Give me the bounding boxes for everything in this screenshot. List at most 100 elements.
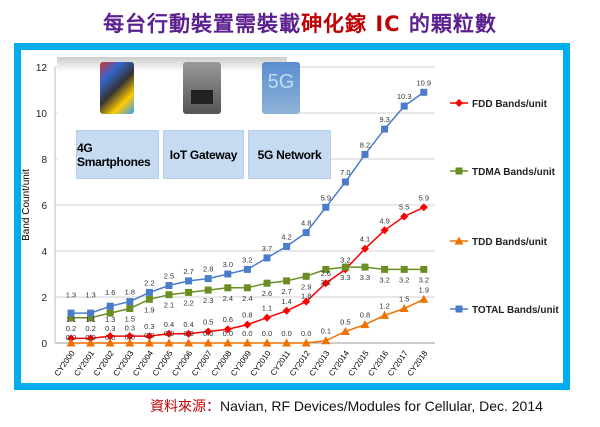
legend-marker <box>455 99 463 107</box>
data-point <box>400 102 408 110</box>
data-point <box>87 309 95 317</box>
data-point <box>126 298 134 306</box>
data-point <box>224 284 232 292</box>
data-label: 1.5 <box>125 315 135 324</box>
data-label: 0.0 <box>281 329 291 338</box>
data-point <box>301 338 311 347</box>
router-body <box>191 90 213 104</box>
data-point <box>223 338 233 347</box>
data-label: 3.2 <box>340 255 350 264</box>
legend-marker <box>454 236 464 245</box>
data-label: 0.0 <box>164 329 174 338</box>
data-point <box>106 309 114 317</box>
data-label: 1.3 <box>105 315 115 324</box>
data-label: 0.8 <box>242 311 252 320</box>
data-label: 0.0 <box>66 333 76 342</box>
data-label: 0.0 <box>183 329 193 338</box>
data-point <box>223 325 232 334</box>
data-label: 2.1 <box>164 301 174 310</box>
y-tick-label: 10 <box>36 109 48 120</box>
data-label: 4.8 <box>301 219 311 228</box>
y-tick-label: 8 <box>41 155 47 166</box>
data-point <box>380 310 390 319</box>
data-point <box>165 329 173 338</box>
data-label: 3.2 <box>399 275 409 284</box>
title-part-3: 的顆粒數 <box>400 12 497 36</box>
data-label: 9.3 <box>379 115 389 124</box>
5g-badge: 5G <box>267 71 295 93</box>
data-label: 8.2 <box>360 140 370 149</box>
smartphones-image <box>100 62 134 114</box>
data-label: 7.0 <box>340 168 350 177</box>
data-point <box>263 313 271 322</box>
data-label: 0.3 <box>105 324 115 333</box>
page-title: 每台行動裝置需裝載砷化鎵 IC 的顆粒數 <box>0 8 600 38</box>
data-label: 3.2 <box>419 275 429 284</box>
data-label: 5.9 <box>419 193 429 202</box>
data-label: 5.9 <box>321 193 331 202</box>
legend-label: FDD Bands/unit <box>472 99 548 110</box>
data-point <box>86 334 95 343</box>
x-tick-label: CY2018 <box>405 349 429 378</box>
data-label: 3.2 <box>321 278 331 287</box>
data-label: 1.5 <box>399 295 409 304</box>
data-label: 0.0 <box>125 333 135 342</box>
data-label: 0.0 <box>85 333 95 342</box>
data-label: 0.0 <box>242 329 252 338</box>
data-point <box>400 212 409 221</box>
data-point <box>400 265 408 273</box>
data-point <box>321 336 331 345</box>
y-axis-label: Band Count/unit <box>21 169 32 241</box>
y-tick-label: 12 <box>36 63 48 74</box>
y-tick-label: 0 <box>41 339 47 350</box>
data-point <box>106 302 114 310</box>
5g-tower-image: 5G <box>262 62 300 114</box>
data-point <box>341 178 349 186</box>
data-point <box>184 338 194 347</box>
data-point <box>67 309 75 317</box>
data-label: 2.6 <box>262 289 272 298</box>
data-label: 0.0 <box>203 329 213 338</box>
data-point <box>420 88 428 96</box>
data-point <box>242 338 252 347</box>
data-label: 1.8 <box>125 288 135 297</box>
data-point <box>361 244 369 253</box>
data-label: 0.0 <box>144 331 154 340</box>
data-label: 0.0 <box>301 329 311 338</box>
data-label: 1.3 <box>85 290 95 299</box>
data-point <box>243 320 252 329</box>
data-label: 1.3 <box>66 290 76 299</box>
data-point <box>381 265 389 273</box>
data-label: 2.2 <box>144 278 154 287</box>
data-label: 0.3 <box>125 324 135 333</box>
data-point <box>126 305 134 312</box>
data-point <box>204 275 212 283</box>
legend-label: TOTAL Bands/unit <box>472 305 559 316</box>
data-point <box>380 226 389 235</box>
data-label: 0.0 <box>223 329 233 338</box>
source-text: Navian, RF Devices/Modules for Cellular,… <box>220 398 543 414</box>
data-point <box>282 338 292 347</box>
data-label: 0.0 <box>262 329 272 338</box>
panel-label-5g-network: 5G Network <box>248 130 331 179</box>
data-label: 0.3 <box>144 322 154 331</box>
data-point <box>144 338 154 347</box>
data-point <box>419 203 428 212</box>
data-point <box>263 254 271 262</box>
data-point <box>361 263 369 271</box>
legend-label: TDMA Bands/unit <box>472 167 556 178</box>
data-point <box>203 338 213 347</box>
data-label: 1.4 <box>281 297 291 306</box>
y-tick-label: 2 <box>41 293 47 304</box>
data-point <box>224 270 232 278</box>
data-point <box>204 327 213 336</box>
data-point <box>243 284 251 292</box>
data-point <box>283 242 291 250</box>
data-point <box>282 306 291 315</box>
data-label: 0.2 <box>85 324 95 333</box>
y-tick-label: 6 <box>41 201 47 212</box>
data-point <box>322 203 330 211</box>
data-label: 2.6 <box>321 269 331 278</box>
y-tick-label: 4 <box>41 247 47 258</box>
data-point <box>302 297 311 306</box>
